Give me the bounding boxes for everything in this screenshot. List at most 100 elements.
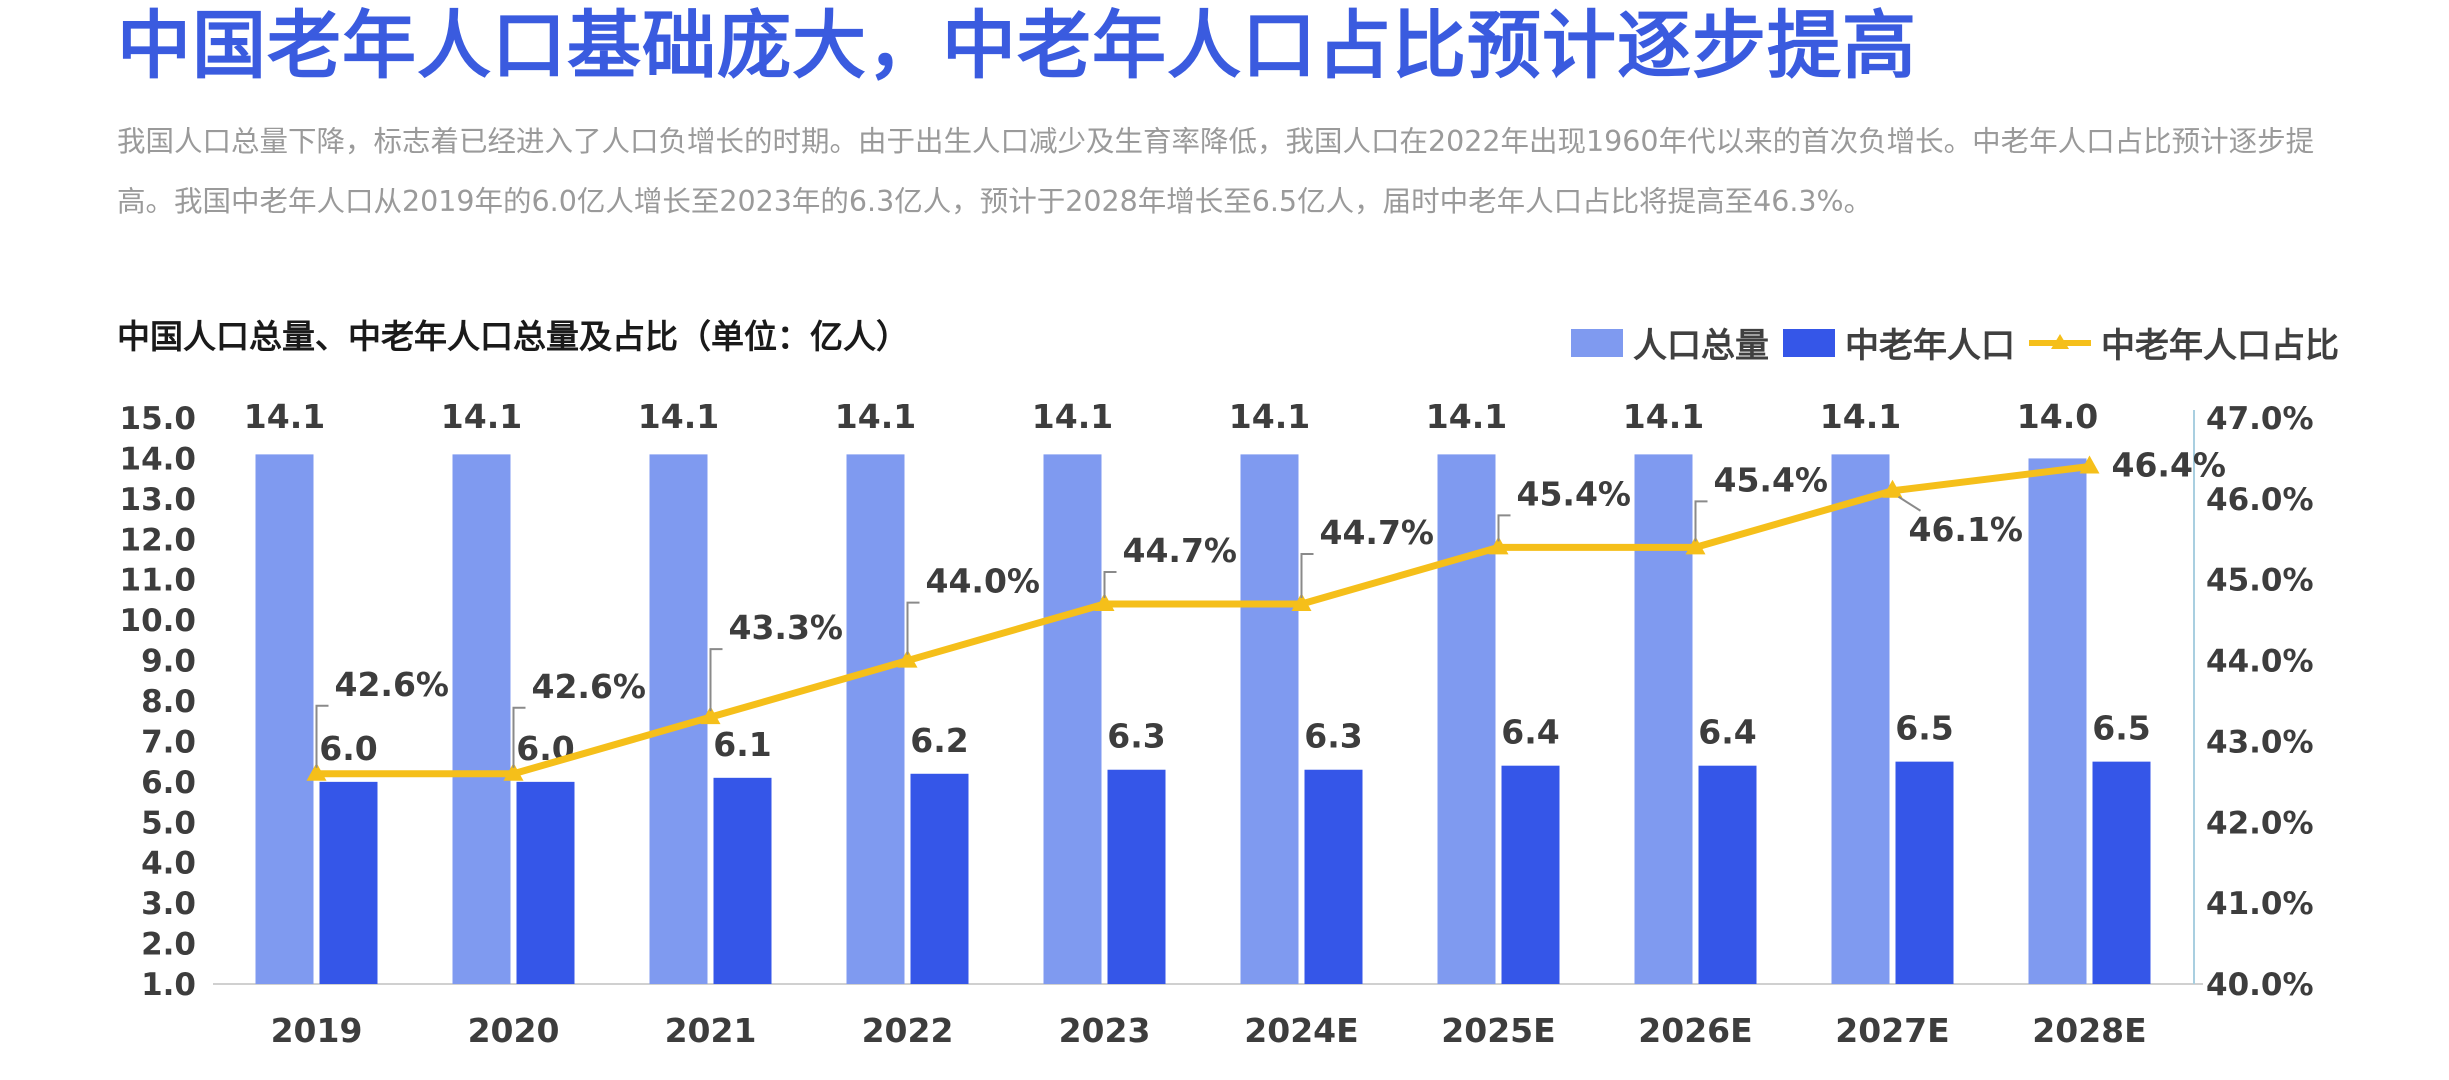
y-tick-label: 14.0 xyxy=(120,441,197,477)
bar-total xyxy=(452,454,511,984)
legend-item-elderly: 中老年人口 xyxy=(1783,318,2015,367)
share-leader-line xyxy=(315,704,329,768)
share-leader-line xyxy=(1103,570,1117,598)
share-leader-line xyxy=(906,601,920,655)
y-tick-label: 13.0 xyxy=(120,482,197,518)
y2-tick-label: 43.0% xyxy=(2206,724,2314,760)
share-marker xyxy=(700,706,721,725)
data-label-elderly: 6.4 xyxy=(1698,713,1756,752)
x-tick-label: 2023 xyxy=(1059,1011,1151,1050)
series-line-share xyxy=(316,463,2090,778)
share-leader-line xyxy=(512,706,526,768)
share-marker xyxy=(306,762,327,781)
data-label-share: 44.0% xyxy=(926,562,1041,601)
legend-label-total: 人口总量 xyxy=(1633,326,1769,366)
legend-swatch-total xyxy=(1571,328,1623,357)
y-tick-label: 10.0 xyxy=(120,603,197,639)
data-label-elderly: 6.0 xyxy=(319,729,377,768)
x-tick-label: 2021 xyxy=(665,1011,757,1050)
legend-label-share: 中老年人口占比 xyxy=(2101,326,2339,366)
y-tick-label: 3.0 xyxy=(141,886,196,922)
bar-elderly xyxy=(1895,761,1954,984)
bar-elderly xyxy=(713,777,772,984)
x-tick-label: 2024E xyxy=(1244,1011,1358,1050)
bar-elderly xyxy=(2092,761,2151,984)
bar-total xyxy=(2028,458,2087,984)
y-tick-label: 2.0 xyxy=(141,927,196,963)
data-label-share: 45.4% xyxy=(1714,460,1829,499)
legend-item-total: 人口总量 xyxy=(1571,318,1769,367)
share-marker xyxy=(2079,455,2100,474)
data-label-total: 14.1 xyxy=(441,397,522,436)
share-marker xyxy=(1685,536,1706,555)
share-leader-line xyxy=(1300,552,1314,598)
data-label-elderly: 6.2 xyxy=(910,721,968,760)
share-leader-line xyxy=(1897,495,1922,512)
page-description: 我国人口总量下降，标志着已经进入了人口负增长的时期。由于出生人口减少及生育率降低… xyxy=(117,125,2315,218)
x-tick-label: 2025E xyxy=(1441,1011,1555,1050)
bar-total xyxy=(1043,454,1102,984)
y2-tick-label: 46.0% xyxy=(2206,482,2314,518)
y-tick-label: 5.0 xyxy=(141,805,196,841)
share-leader-line xyxy=(709,648,723,712)
y-tick-label: 6.0 xyxy=(141,765,196,801)
share-marker xyxy=(1488,536,1509,555)
legend-line-share xyxy=(2029,333,2091,349)
x-tick-label: 2026E xyxy=(1638,1011,1752,1050)
share-leader-line xyxy=(1694,500,1708,542)
data-label-share: 42.6% xyxy=(335,665,450,704)
y-tick-label: 15.0 xyxy=(120,401,197,437)
bar-elderly xyxy=(516,781,575,984)
data-label-elderly: 6.5 xyxy=(1895,709,1953,748)
data-label-total: 14.1 xyxy=(1032,397,1113,436)
data-label-elderly: 6.3 xyxy=(1304,717,1362,756)
share-marker xyxy=(1291,592,1312,611)
bar-elderly xyxy=(910,773,969,984)
bar-elderly xyxy=(1107,769,1166,984)
data-label-elderly: 6.5 xyxy=(2092,709,2150,748)
y2-tick-label: 40.0% xyxy=(2206,967,2314,1003)
data-label-share: 43.3% xyxy=(729,608,844,647)
data-label-share: 42.6% xyxy=(532,667,647,706)
data-label-total: 14.1 xyxy=(638,397,719,436)
legend-label-elderly: 中老年人口 xyxy=(1845,326,2015,366)
legend-item-share: 中老年人口占比 xyxy=(2029,318,2339,367)
x-tick-label: 2022 xyxy=(862,1011,954,1050)
x-tick-label: 2020 xyxy=(468,1011,560,1050)
data-label-share: 44.7% xyxy=(1123,531,1238,570)
share-leader-line xyxy=(1497,514,1511,542)
data-label-total: 14.1 xyxy=(244,397,325,436)
bar-total xyxy=(846,454,905,984)
data-label-share: 44.7% xyxy=(1320,513,1435,552)
chart-legend: 人口总量 中老年人口 中老年人口占比 xyxy=(1557,318,2339,367)
data-label-total: 14.1 xyxy=(1820,397,1901,436)
y-tick-label: 1.0 xyxy=(141,967,196,1003)
data-label-elderly: 6.3 xyxy=(1107,717,1165,756)
data-label-total: 14.1 xyxy=(835,397,916,436)
x-tick-label: 2027E xyxy=(1835,1011,1949,1050)
data-label-elderly: 6.4 xyxy=(1501,713,1559,752)
chart-title: 中国人口总量、中老年人口总量及占比（单位：亿人） xyxy=(117,317,909,356)
legend-swatch-elderly xyxy=(1783,328,1835,357)
y-tick-label: 9.0 xyxy=(141,644,196,680)
data-label-share: 46.1% xyxy=(1909,510,2024,549)
page-headline: 中国老年人口基础庞大，中老年人口占比预计逐步提高 xyxy=(117,3,1917,89)
bar-elderly xyxy=(1501,765,1560,984)
share-marker xyxy=(1882,479,1903,498)
share-marker xyxy=(503,762,524,781)
data-label-total: 14.1 xyxy=(1623,397,1704,436)
y2-tick-label: 47.0% xyxy=(2206,401,2314,437)
y-tick-label: 11.0 xyxy=(120,563,197,599)
y2-tick-label: 45.0% xyxy=(2206,563,2314,599)
y2-tick-label: 41.0% xyxy=(2206,886,2314,922)
bar-elderly xyxy=(319,781,378,984)
share-marker xyxy=(1094,592,1115,611)
bar-elderly xyxy=(1304,769,1363,984)
bar-total xyxy=(1831,454,1890,984)
y2-tick-label: 42.0% xyxy=(2206,805,2314,841)
y-tick-label: 12.0 xyxy=(120,522,197,558)
x-tick-label: 2019 xyxy=(271,1011,363,1050)
data-label-total: 14.0 xyxy=(2017,397,2098,436)
y-tick-label: 4.0 xyxy=(141,846,196,882)
